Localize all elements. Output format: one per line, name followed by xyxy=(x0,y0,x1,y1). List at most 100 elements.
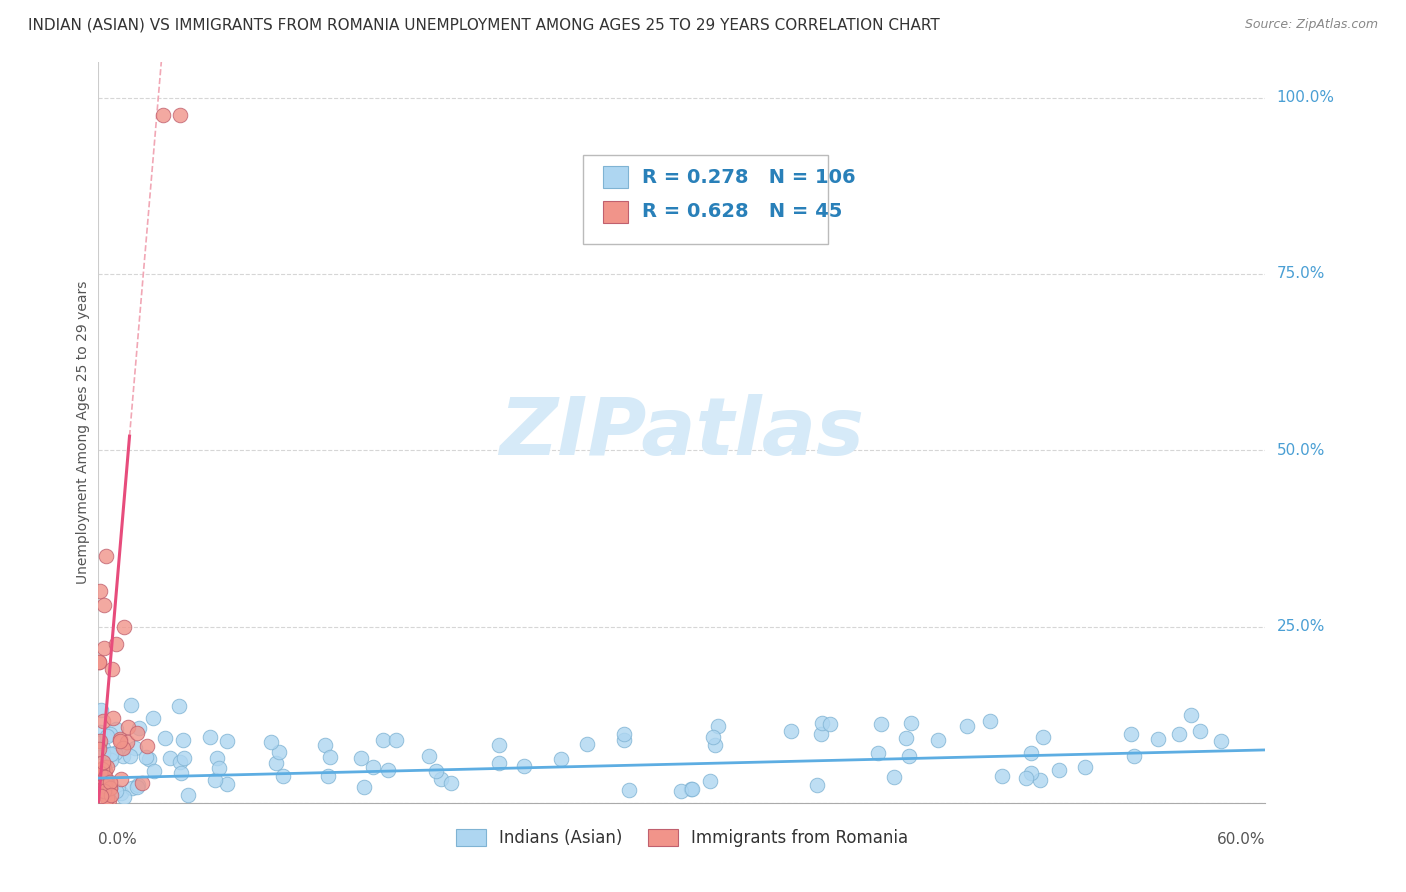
Point xyxy=(121,780,143,795)
Point xyxy=(575,737,598,751)
Point xyxy=(385,732,408,747)
Point xyxy=(1188,724,1211,739)
Point xyxy=(138,752,160,766)
Point xyxy=(979,714,1001,729)
Point xyxy=(127,726,149,740)
Point xyxy=(319,750,342,764)
Point xyxy=(101,662,124,676)
Text: ZIPatlas: ZIPatlas xyxy=(499,393,865,472)
Point xyxy=(198,731,221,745)
Point xyxy=(159,751,181,765)
Point xyxy=(142,711,165,725)
Point xyxy=(1180,708,1202,723)
Point xyxy=(260,735,283,749)
Point xyxy=(100,788,122,802)
Point xyxy=(90,702,112,716)
Point xyxy=(1211,734,1233,748)
Point xyxy=(169,108,191,122)
Point xyxy=(513,759,536,773)
Point xyxy=(172,732,194,747)
Point xyxy=(111,741,134,756)
Point xyxy=(112,789,135,804)
Bar xyxy=(603,201,628,223)
Point xyxy=(350,751,373,765)
Point xyxy=(613,727,636,741)
Text: 25.0%: 25.0% xyxy=(1277,619,1324,634)
Point xyxy=(1121,727,1143,741)
Point xyxy=(440,776,463,790)
Point xyxy=(128,722,150,736)
Point xyxy=(89,783,111,797)
Point xyxy=(100,753,122,767)
Point xyxy=(135,750,157,764)
Point xyxy=(811,716,834,731)
Point xyxy=(169,755,191,769)
Point xyxy=(110,734,132,748)
Point xyxy=(89,725,111,739)
Point xyxy=(94,773,117,788)
Point xyxy=(681,782,703,797)
Text: INDIAN (ASIAN) VS IMMIGRANTS FROM ROMANIA UNEMPLOYMENT AMONG AGES 25 TO 29 YEARS: INDIAN (ASIAN) VS IMMIGRANTS FROM ROMANI… xyxy=(28,18,939,33)
Point xyxy=(990,769,1012,783)
Text: 60.0%: 60.0% xyxy=(1218,832,1265,847)
Point xyxy=(94,764,117,778)
Point xyxy=(115,734,138,748)
Point xyxy=(707,718,730,732)
Text: 0.0%: 0.0% xyxy=(98,832,138,847)
Point xyxy=(353,780,375,795)
Point xyxy=(361,760,384,774)
Point xyxy=(93,783,115,797)
Point xyxy=(98,747,121,761)
Bar xyxy=(603,166,628,188)
Text: Source: ZipAtlas.com: Source: ZipAtlas.com xyxy=(1244,18,1378,31)
Point xyxy=(264,756,287,771)
Point xyxy=(900,715,922,730)
Point xyxy=(111,748,134,763)
Point xyxy=(806,778,828,792)
Point xyxy=(118,748,141,763)
Point xyxy=(89,766,111,780)
Point xyxy=(418,748,440,763)
Point xyxy=(90,789,112,804)
Point xyxy=(153,731,176,745)
Point xyxy=(1029,772,1052,787)
Point xyxy=(271,769,294,783)
Point xyxy=(679,782,702,797)
FancyBboxPatch shape xyxy=(582,155,828,244)
Point xyxy=(93,760,115,774)
Y-axis label: Unemployment Among Ages 25 to 29 years: Unemployment Among Ages 25 to 29 years xyxy=(76,281,90,584)
Point xyxy=(204,772,226,787)
Point xyxy=(100,781,122,796)
Point xyxy=(173,750,195,764)
Point xyxy=(316,769,339,783)
Point xyxy=(267,745,290,759)
Point xyxy=(703,738,725,752)
Point xyxy=(136,739,159,753)
Point xyxy=(91,741,114,756)
Point xyxy=(208,761,231,775)
Point xyxy=(104,746,127,760)
Point xyxy=(91,783,114,797)
Point xyxy=(94,788,117,802)
Point xyxy=(89,733,111,747)
Point xyxy=(896,731,918,745)
Point xyxy=(104,722,127,736)
Text: R = 0.278   N = 106: R = 0.278 N = 106 xyxy=(643,168,856,186)
Point xyxy=(927,732,949,747)
Point xyxy=(176,789,198,803)
Point xyxy=(93,784,115,798)
Point xyxy=(100,747,122,762)
Point xyxy=(97,793,120,807)
Point xyxy=(91,755,114,769)
Point xyxy=(98,774,121,789)
Point xyxy=(702,730,724,744)
Point xyxy=(818,717,841,731)
Point xyxy=(669,784,692,798)
Point xyxy=(870,716,893,731)
Point xyxy=(87,655,110,669)
Point xyxy=(110,772,132,786)
Point xyxy=(87,734,110,748)
Point xyxy=(488,756,510,770)
Point xyxy=(1168,727,1191,741)
Point xyxy=(110,731,132,746)
